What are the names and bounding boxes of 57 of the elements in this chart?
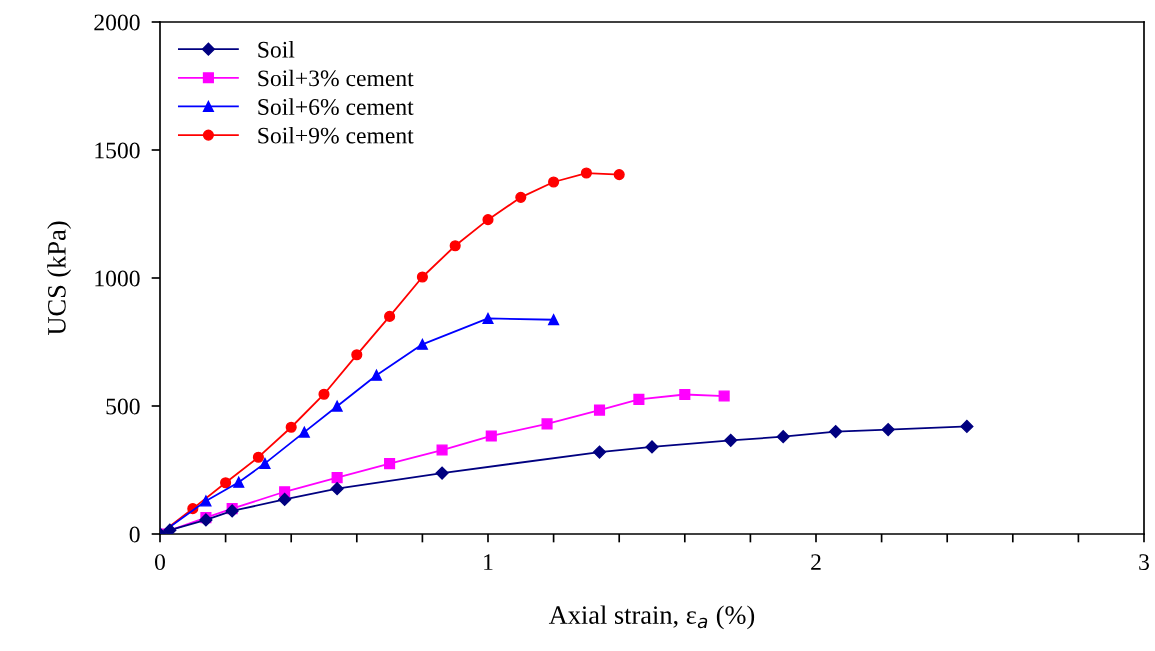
point [278,492,292,507]
legend-label: Soil+3% cement [258,69,414,87]
point [580,167,592,179]
y-tick-label: 1500 [95,142,140,159]
point [613,169,625,181]
x-tick-label: 0 [155,554,165,571]
legend-label: Soil [258,41,295,58]
point [331,472,343,484]
x-tick-label: 3 [1139,554,1149,571]
y-tick-label: 2000 [94,14,140,31]
point [449,240,461,252]
point [960,419,974,434]
point [330,482,344,496]
point [435,466,449,480]
point [718,390,730,402]
point [259,457,271,469]
point [318,388,330,400]
point [331,400,343,412]
y-tick-label: 0 [129,526,140,543]
point [370,369,383,381]
point [482,214,494,226]
point [593,404,606,416]
point [233,476,245,488]
point [485,430,497,442]
point [482,312,494,325]
point [384,458,396,470]
x-tick-label: 2 [811,554,821,570]
legend-label: Soil+9% cement [258,126,414,144]
point [829,425,843,439]
point [384,310,396,322]
point [252,451,264,463]
point [163,523,177,534]
point [881,422,895,437]
point [633,393,645,405]
point [351,349,363,361]
point [541,418,553,430]
point [679,388,691,401]
point [548,176,560,188]
point [645,440,659,454]
point [298,426,310,438]
point [220,477,232,489]
legend-label: Soil+6% cement [258,98,414,116]
x-axis-title: Axial strain, ε$_{a}$ (%) [548,605,755,630]
point [416,338,428,350]
point [592,445,607,459]
point [416,271,428,283]
y-axis-title: UCS (kPa) [47,221,72,335]
x-tick-label: 1 [484,554,493,570]
y-tick-label: 1000 [95,270,140,287]
point [200,495,212,507]
y-tick-label: 500 [106,398,140,415]
point [515,191,527,203]
point [776,430,790,444]
point [436,444,448,456]
point [285,421,297,433]
point [724,433,738,447]
point [548,314,560,326]
